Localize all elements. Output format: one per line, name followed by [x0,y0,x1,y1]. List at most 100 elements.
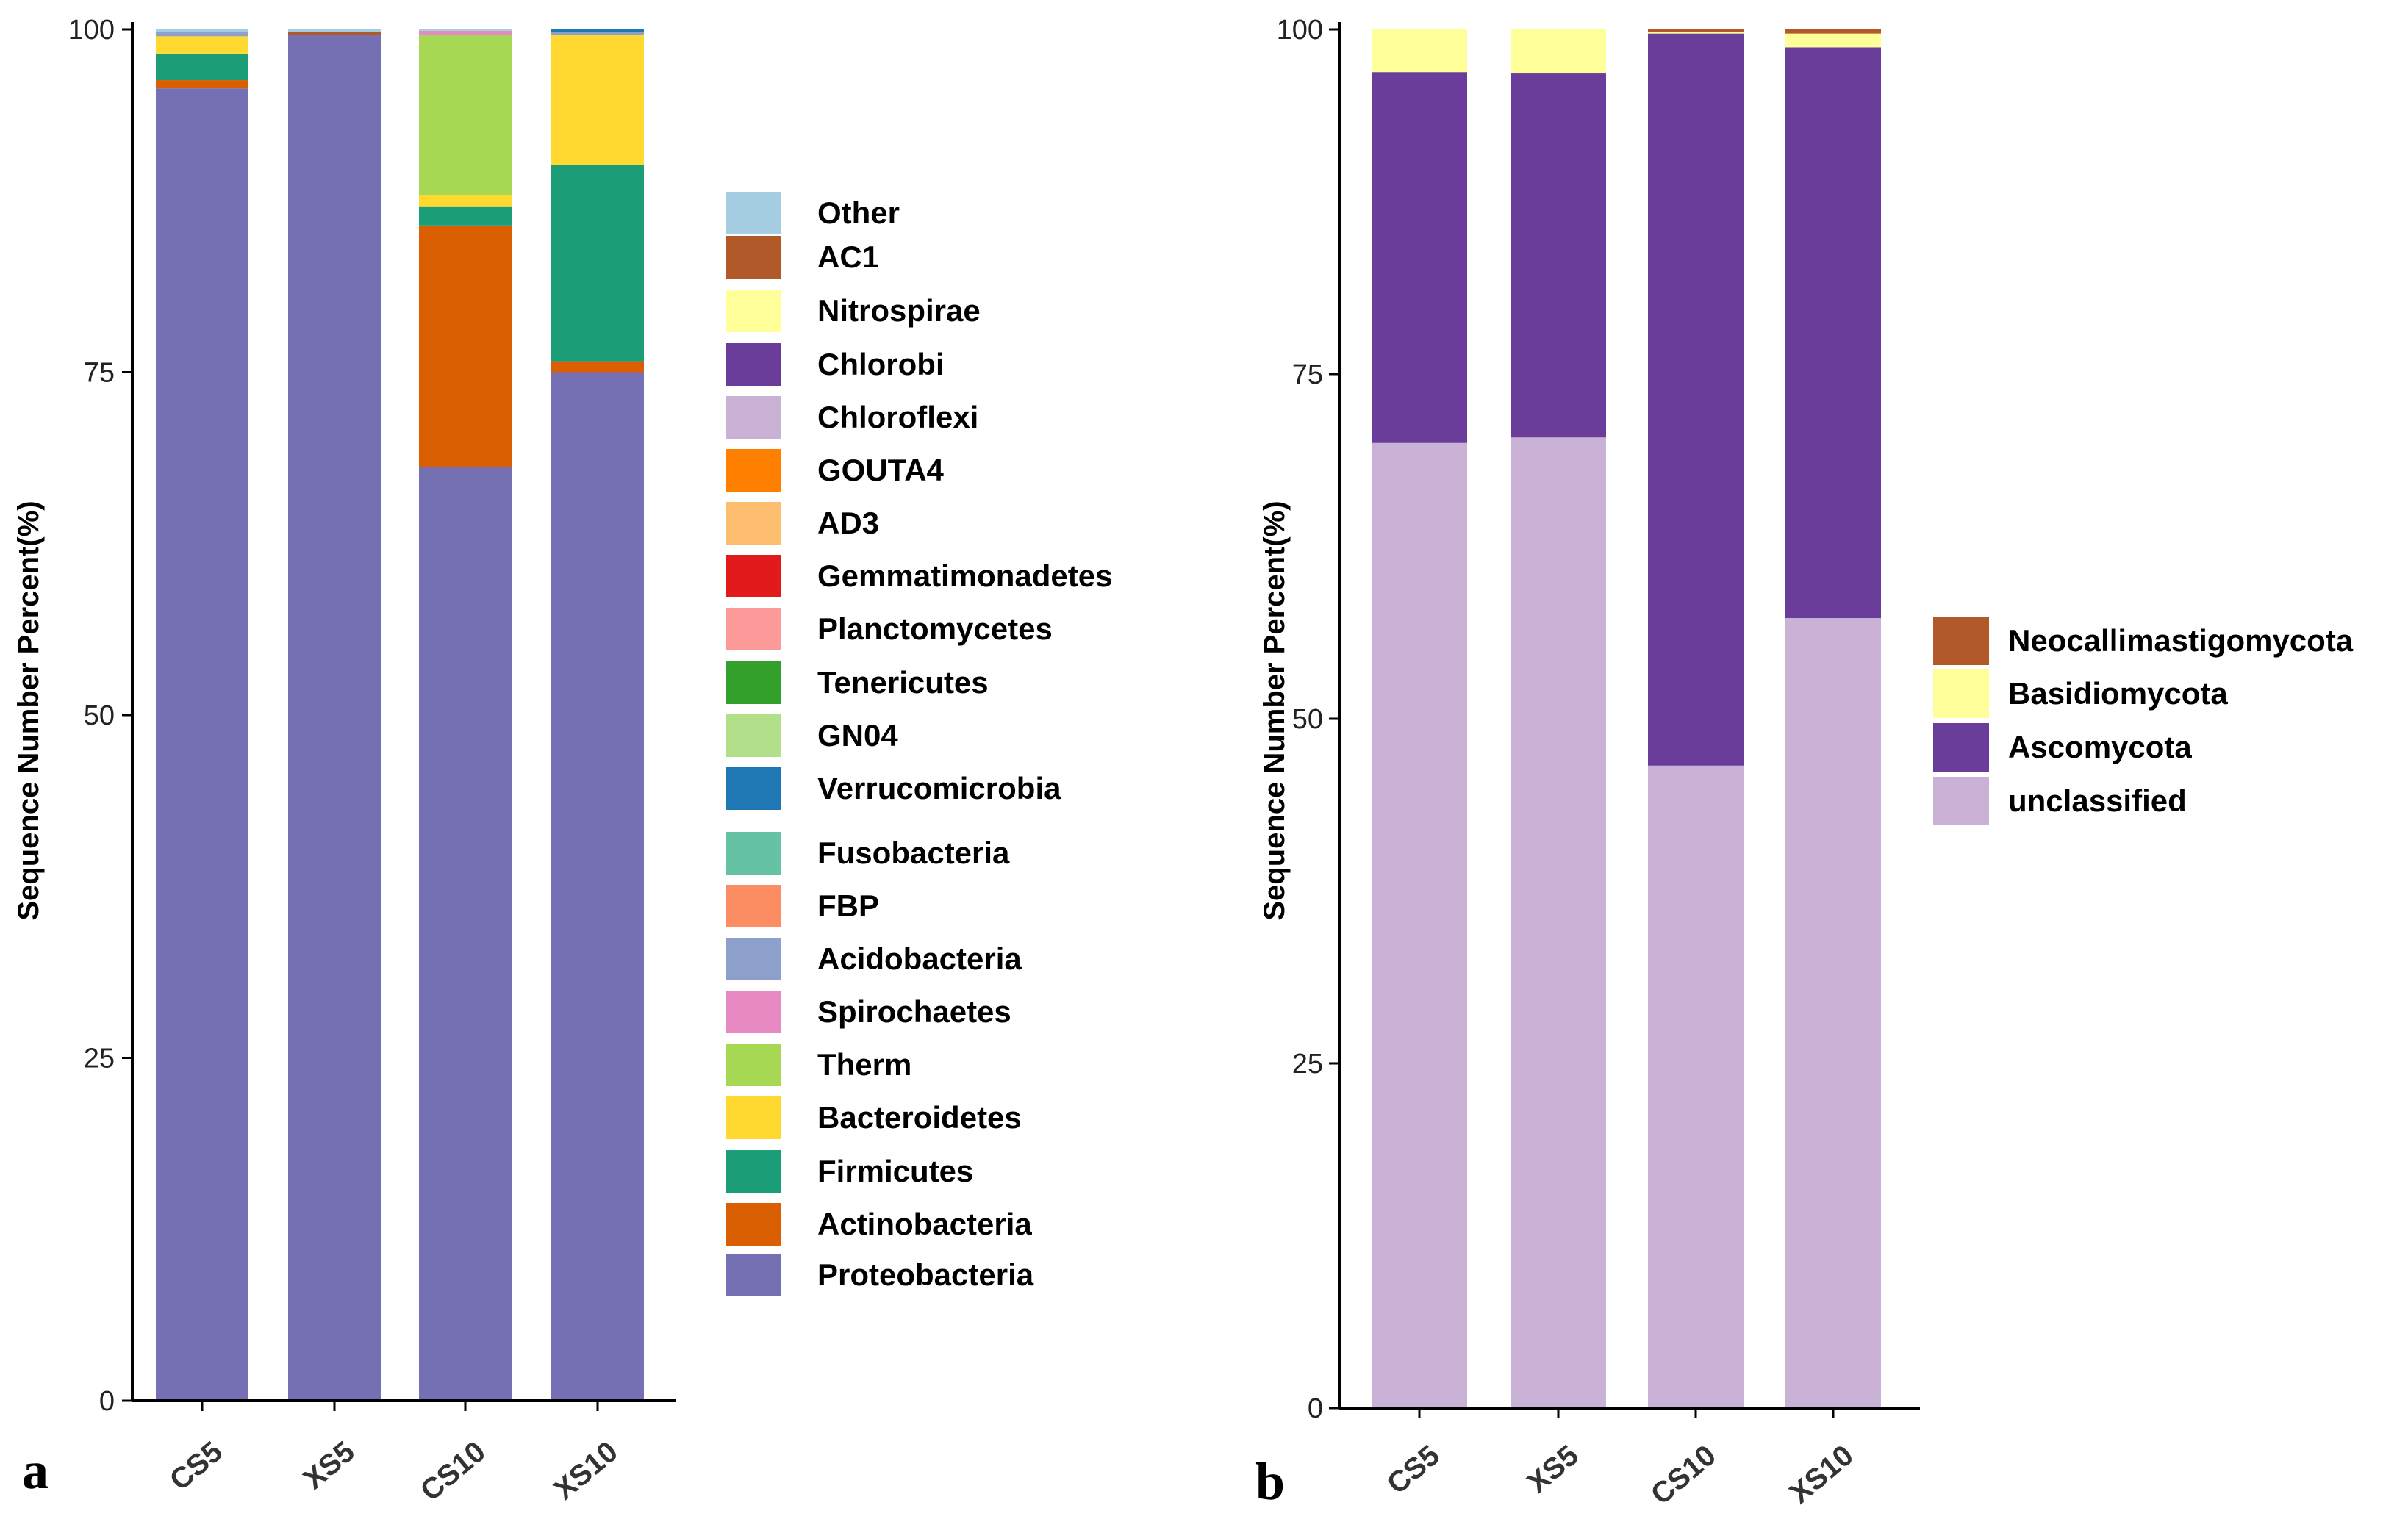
bar-segment-xs5-proteobacteria [288,35,381,1401]
legend-swatch-chloroflexi [726,396,781,439]
y-tick-label: 0 [1308,1393,1323,1424]
legend-label-spirochaetes: Spirochaetes [817,994,1011,1029]
y-tick-label: 100 [68,15,115,46]
bar-segment-cs10-actinobacteria [419,225,512,467]
y-tick-label: 50 [1292,704,1323,735]
legend-label-neocallimastigomycota: Neocallimastigomycota [2008,623,2354,658]
bar-segment-cs10-ascomycota [1648,33,1744,766]
y-tick-label: 75 [1292,359,1323,390]
legend-label-ascomycota: Ascomycota [2008,730,2192,764]
legend-swatch-gn04 [726,714,781,757]
legend-label-bacteroidetes: Bacteroidetes [817,1100,1022,1135]
bar-segment-cs5-firmicutes [156,54,248,81]
x-tick-label-cs10: CS10 [415,1435,492,1507]
legend-swatch-nitrospirae [726,290,781,332]
x-tick-label-xs5: XS5 [298,1435,361,1495]
bar-segment-cs5-other [156,29,248,32]
legend-label-fbp: FBP [817,888,879,923]
panel-label: a [22,1441,49,1500]
bar-segment-xs5-ac1 [288,32,381,35]
x-tick-label-xs5: XS5 [1522,1439,1585,1499]
legend-label-ac1: AC1 [817,240,879,274]
x-tick-label-xs10: XS10 [1784,1439,1860,1510]
bar-segment-xs10-unclassified [1785,618,1881,1408]
bar-segment-cs10-neocallimastigomycota [1648,29,1744,32]
bar-segment-xs10-proteobacteria [551,372,644,1401]
y-axis-title: Sequence Number Percent(%) [12,500,45,920]
bar-segment-xs10-basidiomycota [1785,33,1881,48]
legend-swatch-planctomycetes [726,608,781,650]
y-axis-title: Sequence Number Percent(%) [1258,500,1291,920]
bar-segment-cs10-firmicutes [419,206,512,226]
legend-swatch-chlorobi [726,343,781,386]
legend-swatch-tenericutes [726,661,781,704]
bar-segment-xs5-basidiomycota [1511,29,1606,74]
legend-swatch-verrucomicrobia [726,767,781,810]
bar-segment-xs10-verrucomicrobia [551,29,644,32]
x-tick-label-xs10: XS10 [548,1435,624,1507]
bar-segment-cs5-ascomycota [1372,72,1467,443]
bar-segment-cs5-proteobacteria [156,88,248,1401]
legend-label-chlorobi: Chlorobi [817,347,945,381]
bar-segment-cs10-proteobacteria [419,467,512,1401]
legend-swatch-firmicutes [726,1150,781,1193]
bar-segment-cs10-unclassified [1648,765,1744,1408]
bar-segment-xs10-neocallimastigomycota [1785,29,1881,34]
bar-segment-xs10-acidobacteria [551,32,644,35]
y-tick-label: 100 [1277,15,1323,46]
legend-swatch-gemmatimonadetes [726,555,781,597]
legend-label-tenericutes: Tenericutes [817,665,989,700]
legend-label-planctomycetes: Planctomycetes [817,611,1053,646]
legend-label-firmicutes: Firmicutes [817,1154,973,1188]
y-tick-label: 25 [1292,1049,1323,1080]
x-tick-label-cs5: CS5 [164,1435,229,1497]
y-tick-label: 25 [84,1044,115,1074]
legend-swatch-proteobacteria [726,1254,781,1296]
y-tick-label: 0 [99,1386,115,1417]
bar-segment-cs10-spirochaetes [419,30,512,35]
bar-segment-cs5-basidiomycota [1372,29,1467,73]
legend-swatch-ac1 [726,236,781,279]
y-tick-label: 50 [84,700,115,731]
bar-segment-cs5-acidobacteria [156,32,248,37]
bar-segment-xs5-ascomycota [1511,73,1606,438]
legend-swatch-bacteroidetes [726,1096,781,1139]
x-tick-label-cs5: CS5 [1381,1439,1446,1501]
legend-label-unclassified: unclassified [2008,783,2187,818]
bar-segment-xs5-other [288,29,381,32]
bar-segment-cs10-other [419,29,512,31]
legend-swatch-actinobacteria [726,1203,781,1246]
legend-swatch-ad3 [726,502,781,545]
legend-swatch-acidobacteria [726,938,781,980]
y-tick-label: 75 [84,358,115,389]
bar-segment-cs5-actinobacteria [156,80,248,89]
legend-swatch-basidiomycota [1933,669,1989,718]
legend-swatch-ascomycota [1933,723,1989,772]
legend-swatch-therm [726,1044,781,1086]
legend-swatch-fbp [726,885,781,927]
bar-segment-cs10-bacteroidetes [419,195,512,207]
legend-swatch-neocallimastigomycota [1933,617,1989,665]
legend-swatch-spirochaetes [726,991,781,1033]
legend-label-gouta4: GOUTA4 [817,453,945,487]
bar-segment-cs5-unclassified [1372,442,1467,1408]
legend-label-ad3: AD3 [817,506,879,540]
legend-label-acidobacteria: Acidobacteria [817,941,1022,976]
legend-swatch-fusobacteria [726,832,781,875]
legend-label-chloroflexi: Chloroflexi [817,400,978,434]
legend-label-proteobacteria: Proteobacteria [817,1257,1034,1292]
legend-swatch-other [726,192,781,234]
legend-label-therm: Therm [817,1047,911,1082]
legend-swatch-gouta4 [726,449,781,492]
legend-label-actinobacteria: Actinobacteria [817,1207,1032,1241]
legend-label-basidiomycota: Basidiomycota [2008,676,2228,711]
legend-swatch-unclassified [1933,777,1989,825]
panel-label: b [1255,1452,1285,1511]
x-tick-label-cs10: CS10 [1645,1439,1722,1511]
legend-label-fusobacteria: Fusobacteria [817,836,1010,870]
legend-label-nitrospirae: Nitrospirae [817,293,981,328]
bar-segment-xs10-bacteroidetes [551,35,644,165]
legend-label-gemmatimonadetes: Gemmatimonadetes [817,559,1112,593]
bar-segment-xs10-firmicutes [551,165,644,362]
